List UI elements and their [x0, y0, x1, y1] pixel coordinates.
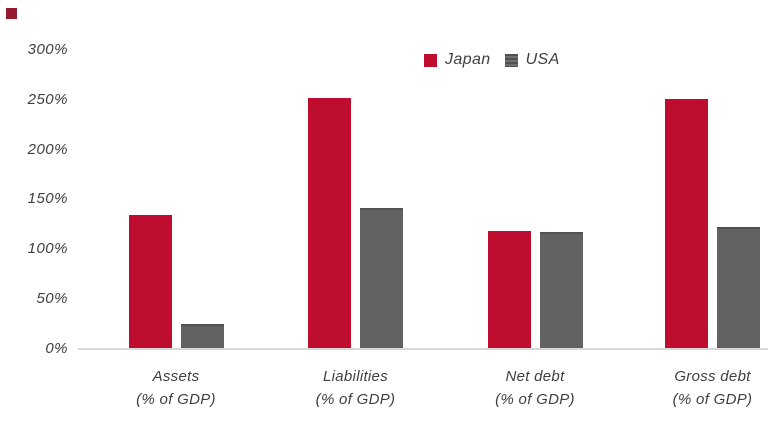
brand-logo-square	[6, 8, 17, 19]
category-name: Net debt	[505, 368, 565, 385]
x-axis-baseline	[78, 348, 768, 350]
category-name: Gross debt	[674, 368, 751, 385]
y-tick-label-300: 300%	[27, 41, 68, 59]
legend: Japan USA	[424, 51, 560, 69]
y-tick-label-150: 150%	[27, 190, 68, 208]
legend-item-japan: Japan	[424, 51, 491, 69]
y-tick-label-0: 0%	[45, 339, 68, 357]
category-name: Liabilities	[323, 368, 388, 385]
legend-swatch-usa	[504, 53, 518, 67]
y-tick-label-100: 100%	[27, 240, 68, 258]
y-tick-label-250: 250%	[27, 90, 68, 108]
category-sublabel: (% of GDP)	[136, 391, 216, 408]
bar-usa-gross-debt	[717, 227, 760, 349]
y-tick-label-200: 200%	[27, 140, 68, 158]
category-label-gross-debt: Gross debt (% of GDP)	[643, 368, 783, 408]
bar-usa-net-debt	[539, 232, 583, 349]
bar-usa-liabilities	[360, 208, 403, 349]
category-label-net-debt: Net debt (% of GDP)	[465, 368, 605, 408]
category-sublabel: (% of GDP)	[672, 391, 753, 408]
legend-label-usa: USA	[525, 51, 560, 68]
category-label-liabilities: Liabilities (% of GDP)	[286, 368, 426, 408]
bar-japan-gross-debt	[665, 98, 708, 349]
category-sublabel: (% of GDP)	[495, 391, 575, 408]
bar-usa-assets	[180, 323, 224, 349]
bar-japan-assets	[128, 215, 172, 349]
legend-label-japan: Japan	[445, 51, 491, 68]
bar-japan-net-debt	[487, 231, 531, 349]
category-label-assets: Assets (% of GDP)	[106, 368, 246, 408]
y-tick-label-50: 50%	[36, 289, 68, 307]
bar-japan-liabilities	[308, 97, 351, 349]
category-name: Assets	[152, 368, 200, 385]
legend-item-usa: USA	[504, 51, 560, 69]
category-sublabel: (% of GDP)	[315, 391, 396, 408]
legend-swatch-japan	[424, 53, 437, 67]
